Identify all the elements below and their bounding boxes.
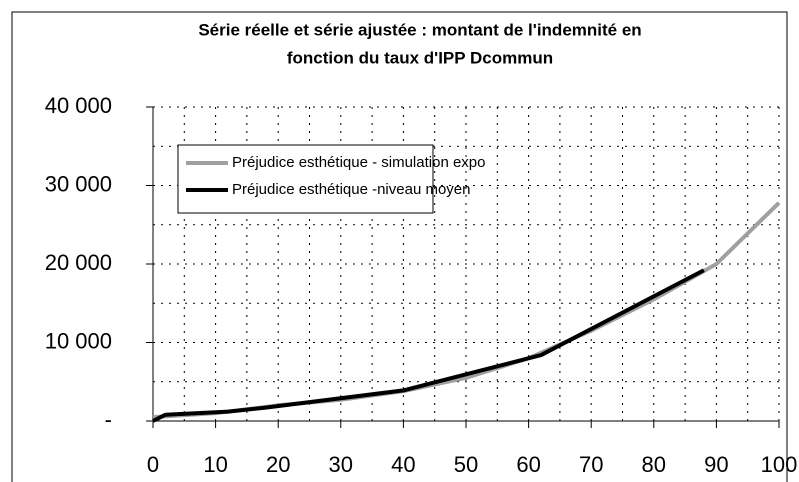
legend-box xyxy=(177,144,434,214)
y-tick-label: - xyxy=(105,407,112,432)
chart-title: Série réelle et série ajustée : montant … xyxy=(198,20,641,39)
x-tick-label: 80 xyxy=(642,452,666,477)
x-tick-label: 30 xyxy=(329,452,353,477)
chart-title: fonction du taux d'IPP Dcommun xyxy=(287,48,553,67)
x-tick-label: 20 xyxy=(266,452,290,477)
x-tick-label: 50 xyxy=(454,452,478,477)
y-tick-label: 30 000 xyxy=(45,171,112,196)
y-tick-label: 10 000 xyxy=(45,328,112,353)
x-tick-label: 100 xyxy=(761,452,798,477)
x-tick-label: 0 xyxy=(147,452,159,477)
y-tick-label: 20 000 xyxy=(45,250,112,275)
x-tick-label: 70 xyxy=(579,452,603,477)
chart-frame xyxy=(11,11,788,482)
x-tick-label: 40 xyxy=(391,452,415,477)
legend-label: Préjudice esthétique -niveau moyen xyxy=(232,181,470,198)
y-tick-label: 40 000 xyxy=(45,93,112,118)
series-line xyxy=(152,268,705,423)
legend-label: Préjudice esthétique - simulation expo xyxy=(232,154,485,171)
x-tick-label: 10 xyxy=(203,452,227,477)
x-tick-label: 60 xyxy=(516,452,540,477)
x-tick-label: 90 xyxy=(704,452,728,477)
